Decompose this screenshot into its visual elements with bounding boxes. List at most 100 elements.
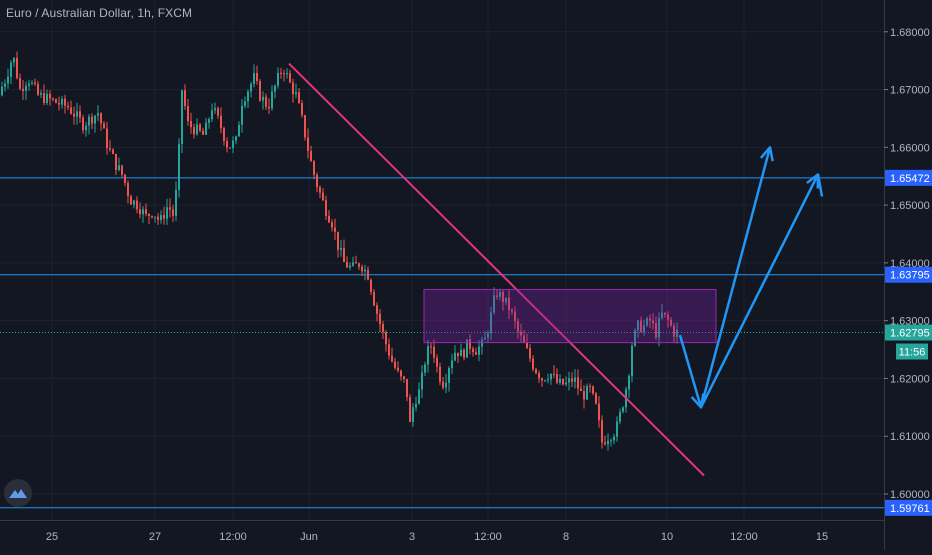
candle-body	[646, 318, 648, 326]
candle-body	[142, 209, 144, 215]
candle-body	[28, 83, 30, 86]
candle-body	[559, 379, 561, 383]
level-price-label: 1.63795	[890, 270, 930, 282]
candle-body	[226, 141, 228, 148]
candle-body	[364, 269, 366, 272]
drawings[interactable]	[288, 62, 824, 477]
x-tick-label: 8	[563, 531, 569, 543]
candle-body	[94, 115, 96, 124]
tradingview-logo-icon[interactable]	[4, 479, 32, 507]
candle-body	[427, 346, 429, 365]
y-tick-label: 1.62000	[890, 373, 930, 385]
x-tick-label: 15	[816, 531, 828, 543]
candles	[1, 51, 678, 451]
candle-body	[244, 101, 246, 106]
candle-body	[535, 369, 537, 374]
candle-body	[172, 209, 174, 216]
candle-body	[157, 216, 159, 220]
candle-body	[91, 116, 93, 124]
range-box	[423, 288, 717, 344]
candle-body	[421, 372, 423, 390]
candle-body	[346, 261, 348, 268]
candle-body	[538, 373, 540, 379]
candle-body	[652, 320, 654, 324]
candle-body	[439, 366, 441, 382]
candle-body	[151, 215, 153, 218]
candle-body	[145, 209, 147, 214]
level-price-tag	[885, 169, 932, 186]
candle-body	[655, 323, 657, 338]
candle-body	[466, 339, 468, 358]
countdown-label: 11:56	[899, 347, 926, 359]
candle-body	[415, 403, 417, 408]
candle-body	[10, 62, 12, 77]
candle-body	[202, 130, 204, 135]
candle-body	[301, 103, 303, 116]
candle-body	[127, 182, 129, 197]
y-tick-label: 1.61000	[890, 431, 930, 443]
candle-body	[67, 105, 69, 108]
candle-body	[223, 128, 225, 142]
candle-body	[424, 364, 426, 373]
candle-body	[358, 263, 360, 267]
candle-body	[7, 76, 9, 84]
candle-body	[370, 279, 372, 292]
candle-body	[64, 98, 66, 106]
x-tick-label: 12:00	[730, 531, 758, 543]
candle-body	[310, 150, 312, 162]
candle-body	[238, 124, 240, 137]
candle-body	[355, 262, 357, 264]
candle-body	[319, 187, 321, 193]
candle-body	[37, 83, 39, 95]
candle-body	[499, 291, 501, 297]
y-tick-label: 1.60000	[890, 489, 930, 501]
candle-body	[229, 147, 231, 149]
candle-body	[304, 115, 306, 138]
candle-body	[13, 57, 15, 63]
candle-body	[445, 382, 447, 388]
candle-body	[298, 92, 300, 104]
candle-body	[139, 209, 141, 215]
x-tick-label: 27	[149, 531, 161, 543]
candle-body	[508, 297, 510, 311]
candle-body	[472, 348, 474, 353]
candle-body	[208, 119, 210, 123]
candle-body	[25, 85, 27, 91]
current-price-tag	[885, 324, 932, 341]
candle-body	[628, 376, 630, 390]
candle-body	[316, 174, 318, 188]
candle-body	[112, 149, 114, 154]
candle-body	[385, 332, 387, 345]
candle-body	[16, 57, 18, 79]
candle-body	[163, 215, 165, 219]
candle-body	[328, 215, 330, 223]
candle-body	[343, 247, 345, 262]
candle-body	[331, 222, 333, 228]
candle-body	[502, 291, 504, 303]
candle-body	[22, 88, 24, 91]
candle-body	[673, 325, 675, 337]
candle-body	[634, 330, 636, 346]
candle-body	[187, 106, 189, 122]
candle-body	[433, 346, 435, 358]
candle-body	[607, 440, 609, 445]
level-price-label: 1.65472	[890, 173, 930, 185]
candle-body	[184, 90, 186, 107]
candle-body	[475, 352, 477, 355]
candle-body	[340, 247, 342, 250]
candle-body	[190, 121, 192, 128]
candle-body	[643, 325, 645, 332]
candle-body	[307, 137, 309, 151]
candle-body	[352, 262, 354, 266]
y-tick-label: 1.67000	[890, 85, 930, 97]
candle-body	[493, 295, 495, 313]
candle-body	[520, 331, 522, 336]
y-tick-label: 1.68000	[890, 27, 930, 39]
candle-body	[580, 388, 582, 391]
candle-body	[469, 339, 471, 349]
candle-body	[595, 393, 597, 404]
candle-body	[613, 436, 615, 441]
